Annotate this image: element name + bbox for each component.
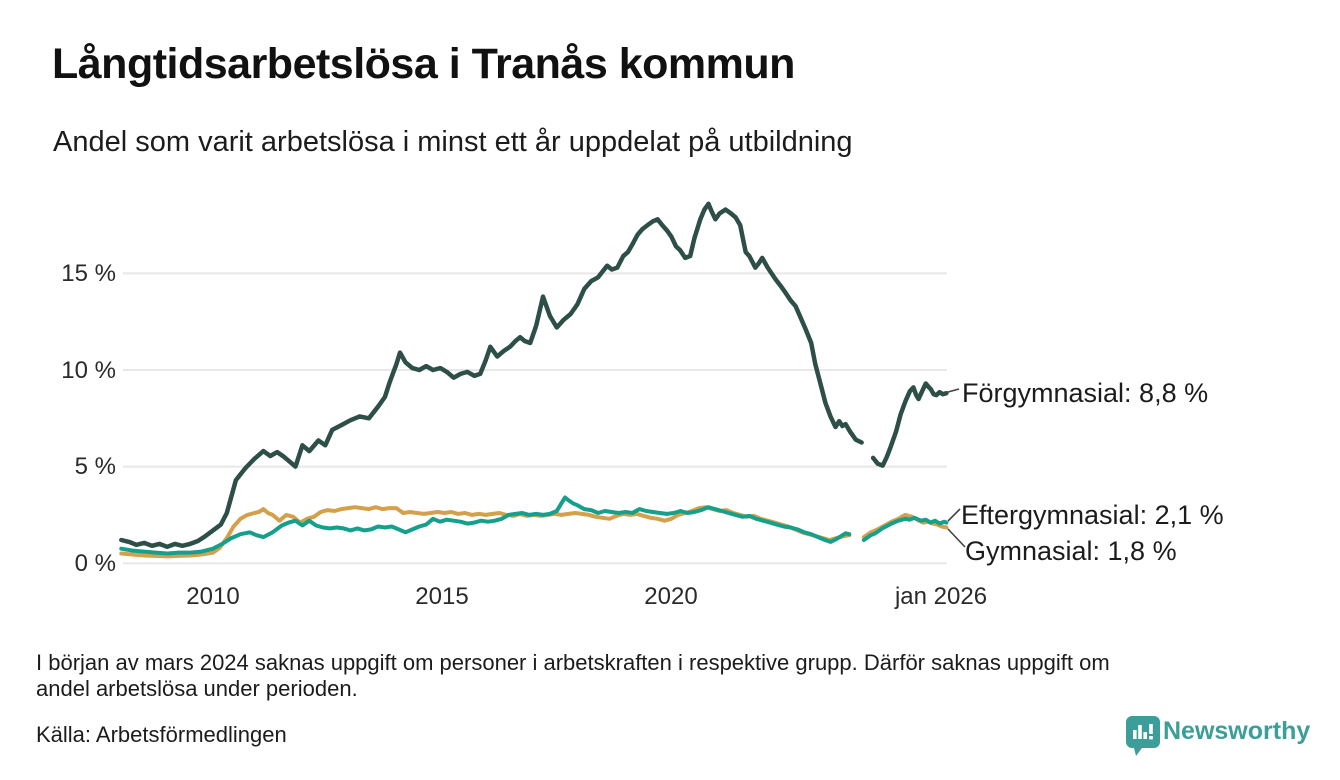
- y-tick-0: 0 %: [74, 550, 116, 577]
- series-line-forgymnasial-seg2: [870, 381, 949, 468]
- y-tick-10: 10 %: [61, 357, 116, 384]
- logo-bubble: [1126, 716, 1160, 756]
- line-chart: [119, 201, 966, 565]
- series-line-eftergymnasial-seg2: [861, 515, 949, 542]
- series-label-forgymnasial: Förgymnasial: 8,8 %: [962, 378, 1209, 408]
- connector-forgymnasial: [947, 388, 960, 393]
- footnote-line-1: I början av mars 2024 saknas uppgift om …: [36, 650, 1110, 675]
- footnote-line-2: andel arbetslösa under perioden.: [36, 676, 358, 701]
- logo-bars: [1133, 724, 1153, 740]
- x-tick-jan-2026: jan 2026: [894, 583, 988, 610]
- connector-eftergymnasial: [947, 508, 961, 522]
- connector-gymnasial: [947, 528, 966, 548]
- x-tick-2010: 2010: [186, 583, 240, 610]
- source-credit: Källa: Arbetsförmedlingen: [36, 722, 287, 747]
- gridlines: [123, 272, 947, 565]
- y-tick-5: 5 %: [74, 453, 116, 480]
- series-label-gymnasial: Gymnasial: 1,8 %: [965, 536, 1177, 566]
- chart-subtitle: Andel som varit arbetslösa i minst ett å…: [53, 126, 853, 158]
- series-label-eftergymnasial: Eftergymnasial: 2,1 %: [961, 500, 1224, 530]
- y-tick-15: 15 %: [61, 260, 116, 287]
- label-connectors: [947, 388, 966, 548]
- x-tick-2020: 2020: [644, 583, 698, 610]
- newsworthy-logo-icon: [1126, 716, 1160, 756]
- series-line-eftergymnasial-seg1: [119, 495, 852, 556]
- series-line-forgymnasial-seg1: [119, 201, 864, 550]
- page-title: Långtidsarbetslösa i Tranås kommun: [52, 40, 795, 88]
- x-tick-2015: 2015: [415, 583, 469, 610]
- series-lines: [119, 201, 949, 559]
- newsworthy-brand-name[interactable]: Newsworthy: [1163, 717, 1311, 745]
